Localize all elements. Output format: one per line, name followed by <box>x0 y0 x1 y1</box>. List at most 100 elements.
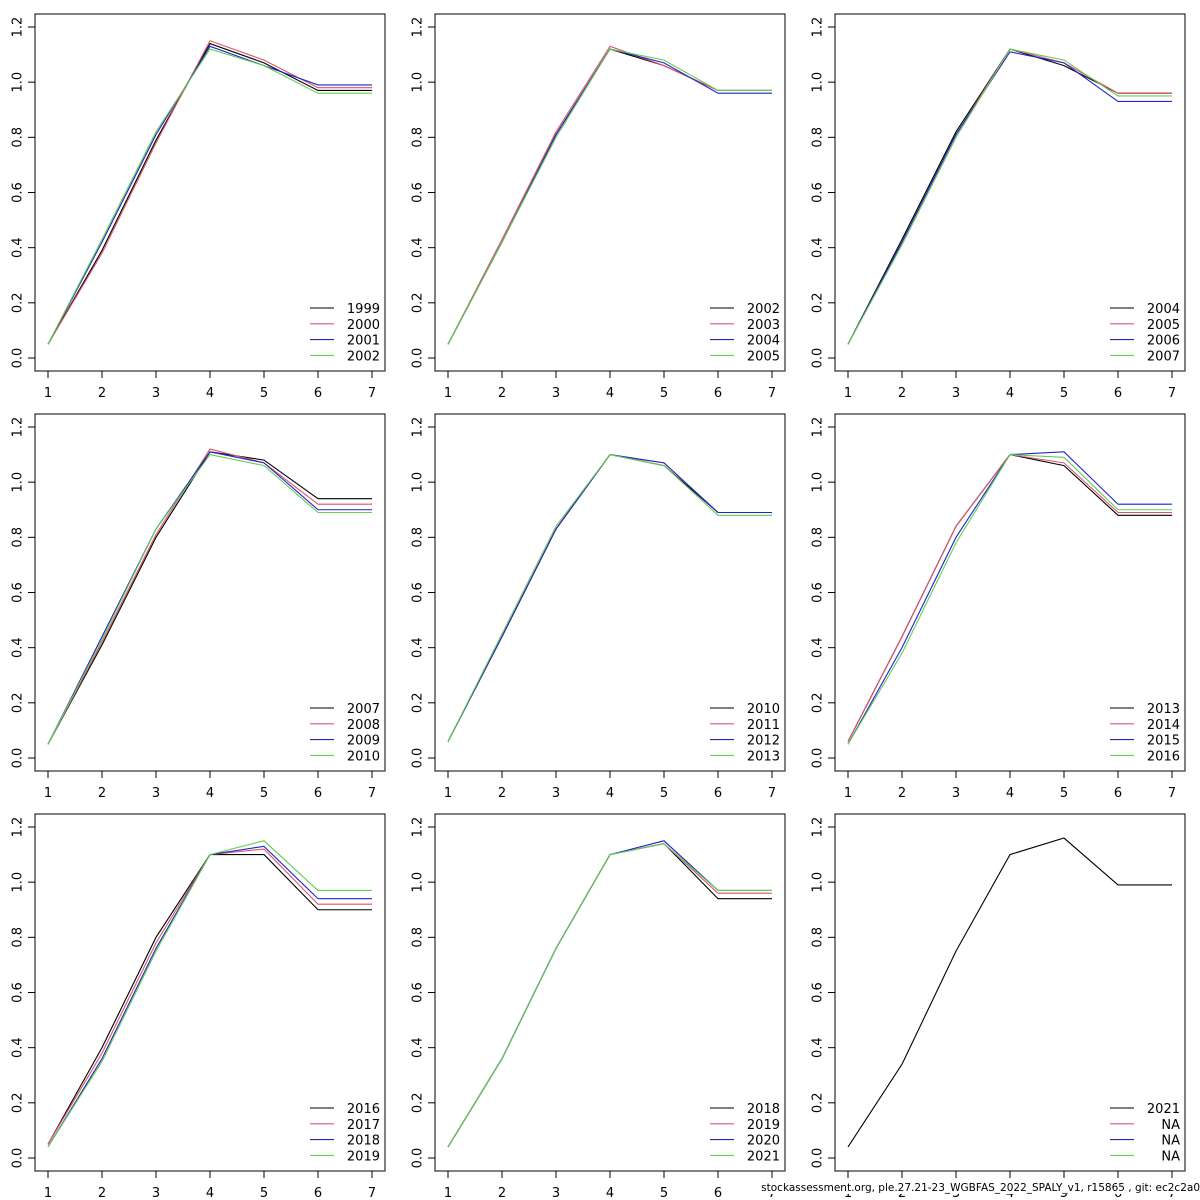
y-tick-label: 1.0 <box>11 872 26 893</box>
y-tick-label: 0.6 <box>811 982 826 1003</box>
y-tick-label: 1.2 <box>811 417 826 438</box>
x-tick-label: 5 <box>1060 386 1068 401</box>
x-tick-label: 7 <box>368 786 376 801</box>
legend-label: 2005 <box>747 349 780 364</box>
y-tick-label: 0.0 <box>411 748 426 769</box>
series-line-2018 <box>447 842 772 1148</box>
plot-frame <box>434 813 786 1172</box>
y-tick-label: 1.0 <box>811 872 826 893</box>
y-tick-label: 0.4 <box>411 637 426 658</box>
x-tick-label: 4 <box>1006 386 1014 401</box>
series-line-2013 <box>447 453 772 742</box>
y-tick-label: 0.6 <box>11 182 26 203</box>
y-tick-label: 0.0 <box>811 1148 826 1169</box>
x-tick-label: 5 <box>260 786 268 801</box>
y-tick-label: 0.6 <box>411 582 426 603</box>
panel-9: 0.00.20.40.60.81.01.212345672021NANANA <box>811 813 1186 1200</box>
y-tick-label: 1.2 <box>811 817 826 838</box>
y-tick-label: 0.8 <box>411 127 426 148</box>
x-tick-label: 5 <box>260 1186 268 1200</box>
y-tick-label: 1.2 <box>411 417 426 438</box>
series-line-2007 <box>847 48 1172 345</box>
series-line-2007 <box>47 451 372 745</box>
y-tick-label: 1.2 <box>11 17 26 38</box>
series-line-2011 <box>447 453 772 742</box>
legend-label: 2019 <box>747 1118 780 1133</box>
panel-2: 0.0 0.2 0.4 0.6 0.8 1.0 1.2 1 2 3 4 5 6 7 200220032004… <box>411 13 786 401</box>
series-line-2014 <box>847 453 1172 742</box>
x-tick-label: 1 <box>444 1186 452 1200</box>
x-tick-label: 1 <box>44 386 52 401</box>
y-tick-label: 0.8 <box>411 527 426 548</box>
y-tick-label: 0.4 <box>11 637 26 658</box>
y-tick-label: 0.2 <box>411 1092 426 1113</box>
y-tick-label: 0.4 <box>411 1037 426 1058</box>
legend-label: 2016 <box>347 1102 380 1117</box>
legend-label: 2004 <box>1147 302 1180 317</box>
footer-note: stockassessment.org, ple.27.21-23_WGBFAS… <box>761 1182 1200 1194</box>
y-tick-label: 0.6 <box>411 982 426 1003</box>
legend-label: NA <box>1161 1118 1180 1133</box>
x-tick-label: 2 <box>498 786 506 801</box>
series-line-2010 <box>47 453 372 745</box>
plot-frame <box>834 413 1186 772</box>
y-tick-label: 0.0 <box>411 1148 426 1169</box>
series-line-2018 <box>47 845 372 1148</box>
legend-label: NA <box>1161 1149 1180 1164</box>
legend-label: 2012 <box>747 734 780 749</box>
x-tick-label: 4 <box>206 786 214 801</box>
x-tick-label: 2 <box>898 786 906 801</box>
y-tick-label: 1.0 <box>11 472 26 493</box>
y-tick-label: 1.2 <box>411 17 426 38</box>
y-tick-label: 0.8 <box>11 527 26 548</box>
y-tick-label: 0.0 <box>11 1148 26 1169</box>
y-tick-label: 0.4 <box>11 237 26 258</box>
x-tick-label: 6 <box>714 1186 722 1200</box>
legend-label: 2011 <box>747 718 780 733</box>
legend-label: 2014 <box>1147 718 1180 733</box>
legend-label: 2002 <box>347 349 380 364</box>
x-tick-label: 3 <box>152 786 160 801</box>
x-tick-label: 7 <box>1168 386 1176 401</box>
series-line-2008 <box>47 448 372 745</box>
x-tick-label: 7 <box>768 386 776 401</box>
y-tick-label: 0.0 <box>11 748 26 769</box>
legend-label: 2005 <box>1147 318 1180 333</box>
y-tick-label: 1.2 <box>411 817 426 838</box>
series-line-2021 <box>447 842 772 1148</box>
x-tick-label: 6 <box>314 786 322 801</box>
legend-label: 2018 <box>747 1102 780 1117</box>
series-line-2013 <box>847 453 1172 742</box>
y-tick-label: 1.0 <box>811 72 826 93</box>
x-tick-label: 5 <box>660 386 668 401</box>
series-line-2017 <box>47 848 372 1145</box>
x-tick-label: 4 <box>606 1186 614 1200</box>
legend-label: 2010 <box>747 702 780 717</box>
x-tick-label: 2 <box>498 1186 506 1200</box>
y-tick-label: 1.2 <box>811 17 826 38</box>
series-line-2020 <box>447 840 772 1148</box>
legend-label: 2019 <box>347 1149 380 1164</box>
panel-8: 0.00.20.40.60.81.01.21234567201820192020… <box>411 813 786 1200</box>
x-tick-label: 3 <box>552 786 560 801</box>
x-tick-label: 6 <box>714 386 722 401</box>
y-tick-label: 0.0 <box>811 748 826 769</box>
y-tick-label: 1.0 <box>411 472 426 493</box>
legend-label: 2003 <box>747 318 780 333</box>
panel-4: 0.0 0.2 0.4 0.6 0.8 1.0 1.2 1 2 3 4 5 6 7 200720082009… <box>11 413 386 801</box>
y-tick-label: 0.2 <box>811 292 826 313</box>
legend-label: 2021 <box>1147 1102 1180 1117</box>
y-tick-label: 1.2 <box>11 417 26 438</box>
x-tick-label: 6 <box>1114 386 1122 401</box>
panel-3: 0.0 0.2 0.4 0.6 0.8 1.0 1.2 1 2 3 4 5 6 7 200420052006… <box>811 13 1186 401</box>
y-tick-label: 0.6 <box>811 182 826 203</box>
series-line-1999 <box>47 42 372 345</box>
legend-label: 2009 <box>347 734 380 749</box>
x-tick-label: 4 <box>606 386 614 401</box>
y-tick-label: 0.8 <box>411 927 426 948</box>
legend-label: 2008 <box>347 718 380 733</box>
legend-label: 2010 <box>347 749 380 764</box>
y-tick-label: 0.6 <box>11 582 26 603</box>
series-line-2021 <box>847 837 1172 1148</box>
x-tick-label: 3 <box>152 1186 160 1200</box>
